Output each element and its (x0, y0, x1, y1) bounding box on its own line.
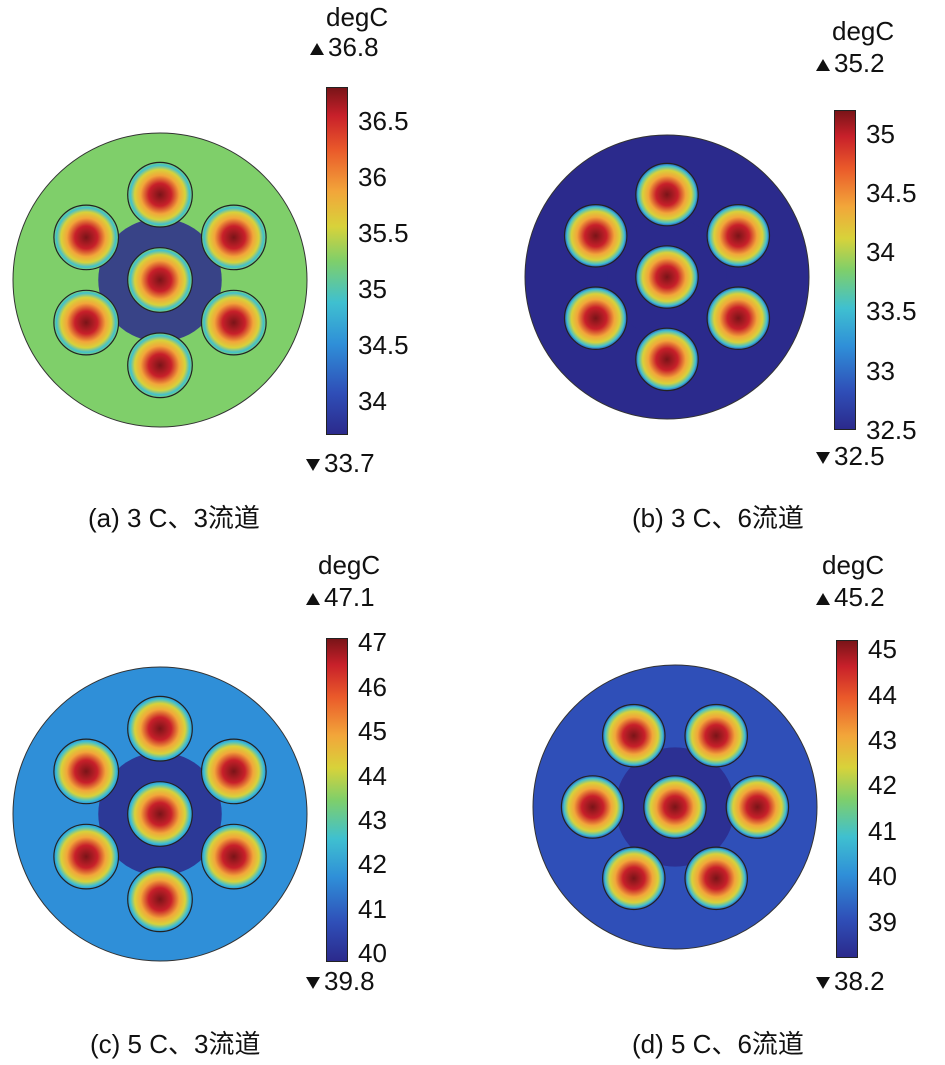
colorbar-tick-label: 46 (358, 672, 387, 702)
battery-cell (684, 846, 749, 911)
colorbar-unit: degC (832, 16, 895, 46)
min-value: 32.5 (834, 441, 885, 471)
min-triangle-icon (816, 452, 830, 465)
panel-c: degC 47.1 47 46 45 44 43 42 41 40 39.8 (c) 5 C、… (0, 532, 470, 1062)
battery-cell (602, 846, 666, 911)
colorbar-tick-label: 34 (866, 237, 895, 267)
battery-cell (563, 286, 628, 351)
colorbar-tick-label: 35.5 (358, 218, 409, 248)
max-label: 36.8 (310, 32, 379, 63)
max-triangle-icon (310, 43, 324, 56)
min-triangle-icon (306, 977, 320, 990)
battery-cell (643, 775, 707, 839)
colorbar-tick-label: 34.5 (866, 178, 917, 208)
battery-cell (53, 204, 120, 271)
colorbar (836, 640, 858, 958)
battery-cell (635, 245, 699, 309)
min-value: 33.7 (324, 448, 375, 478)
battery-cell (200, 738, 267, 805)
battery-cell (635, 162, 699, 227)
temperature-map (12, 132, 308, 428)
battery-cell (725, 775, 790, 839)
panel-caption: (d) 5 C、6流道 (632, 1029, 804, 1059)
panel-a: degC 36.8 36.5 36 35.5 35 34.5 34 33.7 (a) 3 … (0, 0, 470, 533)
max-triangle-icon (306, 593, 320, 606)
battery-cell (563, 204, 628, 268)
max-value: 35.2 (834, 48, 885, 78)
max-label: 47.1 (306, 582, 375, 613)
temperature-map (524, 134, 810, 420)
colorbar-tick-label: 44 (868, 680, 897, 710)
battery-cell (706, 286, 771, 351)
colorbar-tick-label: 36.5 (358, 106, 409, 136)
colorbar-tick-label: 33.5 (866, 296, 917, 326)
temperature-map (532, 664, 818, 950)
battery-cell (127, 866, 193, 933)
colorbar-tick-label: 43 (358, 805, 387, 835)
battery-cell (706, 204, 771, 268)
battery-cell (127, 781, 193, 847)
max-value: 36.8 (328, 32, 379, 62)
max-triangle-icon (816, 593, 830, 606)
min-triangle-icon (306, 459, 320, 472)
battery-cell (602, 703, 666, 768)
colorbar-tick-label: 35 (358, 274, 387, 304)
battery-cell (684, 703, 749, 768)
battery-cell (200, 289, 267, 356)
colorbar-tick-label: 33 (866, 356, 895, 386)
colorbar (326, 638, 348, 962)
panel-caption: (a) 3 C、3流道 (88, 503, 260, 533)
colorbar-tick-label: 42 (868, 770, 897, 800)
max-triangle-icon (816, 59, 830, 72)
colorbar-tick-label: 45 (868, 634, 897, 664)
max-label: 45.2 (816, 582, 885, 613)
max-value: 45.2 (834, 582, 885, 612)
colorbar (326, 87, 348, 435)
max-label: 35.2 (816, 48, 885, 79)
colorbar-tick-label: 41 (868, 816, 897, 846)
colorbar (834, 110, 856, 430)
battery-cell (127, 695, 193, 762)
min-label: 38.2 (816, 966, 885, 997)
battery-cell (635, 327, 699, 392)
colorbar-tick-label: 47 (358, 627, 387, 657)
min-triangle-icon (816, 977, 830, 990)
min-label: 39.8 (306, 966, 375, 997)
min-label: 32.5 (816, 441, 885, 472)
colorbar-tick-label: 34 (358, 386, 387, 416)
colorbar-tick-label: 36 (358, 162, 387, 192)
battery-cell (127, 247, 193, 313)
colorbar-tick-label: 40 (868, 861, 897, 891)
panel-d: degC 45.2 45 44 43 42 41 40 39 38.2 (d) 5 C、6流… (472, 532, 942, 1062)
colorbar-unit: degC (822, 550, 885, 580)
min-value: 38.2 (834, 966, 885, 996)
min-value: 39.8 (324, 966, 375, 996)
colorbar-unit: degC (318, 550, 381, 580)
battery-cell (53, 738, 120, 805)
colorbar-tick-label: 39 (868, 907, 897, 937)
battery-cell (127, 161, 193, 228)
colorbar-tick-label: 43 (868, 725, 897, 755)
colorbar-tick-label: 32.5 (866, 415, 917, 445)
battery-cell (127, 332, 193, 399)
battery-cell (200, 823, 267, 890)
battery-cell (53, 823, 120, 890)
colorbar-tick-label: 40 (358, 938, 387, 968)
battery-cell (560, 775, 625, 839)
max-value: 47.1 (324, 582, 375, 612)
colorbar-tick-label: 45 (358, 716, 387, 746)
colorbar-tick-label: 34.5 (358, 330, 409, 360)
panel-b: degC 35.2 35 34.5 34 33.5 33 32.5 32.5 (b) 3 … (472, 0, 942, 533)
colorbar-tick-label: 41 (358, 894, 387, 924)
battery-cell (53, 289, 120, 356)
colorbar-tick-label: 44 (358, 761, 387, 791)
panel-caption: (b) 3 C、6流道 (632, 503, 804, 533)
min-label: 33.7 (306, 448, 375, 479)
colorbar-tick-label: 42 (358, 849, 387, 879)
battery-cell (200, 204, 267, 271)
colorbar-tick-label: 35 (866, 119, 895, 149)
colorbar-unit: degC (326, 2, 389, 32)
temperature-map (12, 666, 308, 962)
panel-caption: (c) 5 C、3流道 (90, 1029, 261, 1059)
